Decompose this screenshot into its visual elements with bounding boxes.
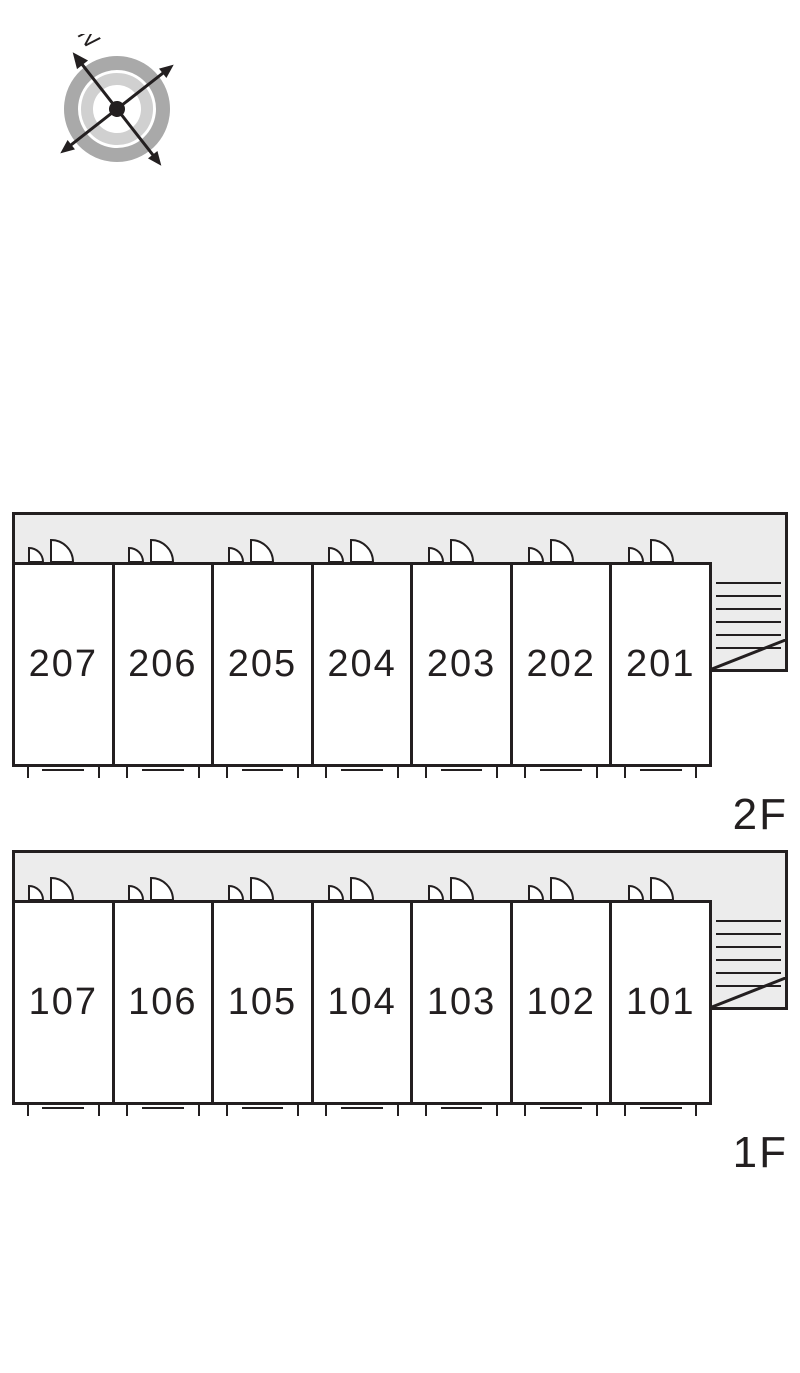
- floor-2: 207 206 205 204 203 202: [12, 512, 788, 767]
- stair-diagonal-icon: [712, 977, 785, 1007]
- room-205: 205: [211, 562, 311, 767]
- doors-2f: [15, 515, 791, 562]
- room-label: 103: [427, 981, 496, 1024]
- floor-label-2f: 2F: [733, 790, 788, 840]
- room-label: 203: [427, 643, 496, 686]
- rooms-row-2f: 207 206 205 204 203 202: [12, 562, 712, 767]
- floorplan-canvas: N: [0, 0, 800, 1373]
- room-105: 105: [211, 900, 311, 1105]
- window-marker: [27, 1102, 100, 1116]
- room-203: 203: [410, 562, 510, 767]
- window-marker: [524, 1102, 597, 1116]
- room-label: 101: [626, 981, 695, 1024]
- room-204: 204: [311, 562, 411, 767]
- corridor-1f: [12, 850, 788, 900]
- room-label: 105: [228, 981, 297, 1024]
- compass-icon: N: [42, 34, 192, 184]
- window-marker: [27, 764, 100, 778]
- room-201: 201: [609, 562, 712, 767]
- window-marker: [226, 1102, 299, 1116]
- room-label: 107: [29, 981, 98, 1024]
- window-marker: [126, 1102, 199, 1116]
- window-marker: [624, 1102, 697, 1116]
- room-label: 102: [526, 981, 595, 1024]
- room-label: 206: [128, 643, 197, 686]
- room-label: 204: [327, 643, 396, 686]
- room-207: 207: [12, 562, 112, 767]
- room-label: 104: [327, 981, 396, 1024]
- window-marker: [126, 764, 199, 778]
- stair-1f: [712, 900, 788, 1010]
- room-label: 207: [29, 643, 98, 686]
- rooms-row-1f: 107 106 105 104 103 102: [12, 900, 712, 1105]
- window-marker: [325, 1102, 398, 1116]
- stair-diagonal-icon: [712, 639, 785, 669]
- svg-text:N: N: [72, 34, 104, 53]
- room-label: 201: [626, 643, 695, 686]
- room-label: 202: [526, 643, 595, 686]
- window-marker: [524, 764, 597, 778]
- room-103: 103: [410, 900, 510, 1105]
- room-101: 101: [609, 900, 712, 1105]
- room-label: 106: [128, 981, 197, 1024]
- corridor-2f: [12, 512, 788, 562]
- floor-1: 107 106 105 104 103 102: [12, 850, 788, 1105]
- stair-2f: [712, 562, 788, 672]
- window-marker: [226, 764, 299, 778]
- window-marker: [325, 764, 398, 778]
- room-label: 205: [228, 643, 297, 686]
- room-104: 104: [311, 900, 411, 1105]
- room-102: 102: [510, 900, 610, 1105]
- doors-1f: [15, 853, 791, 900]
- room-106: 106: [112, 900, 212, 1105]
- floor-label-1f: 1F: [733, 1128, 788, 1178]
- room-107: 107: [12, 900, 112, 1105]
- room-202: 202: [510, 562, 610, 767]
- room-206: 206: [112, 562, 212, 767]
- window-marker: [425, 764, 498, 778]
- window-marker: [425, 1102, 498, 1116]
- window-marker: [624, 764, 697, 778]
